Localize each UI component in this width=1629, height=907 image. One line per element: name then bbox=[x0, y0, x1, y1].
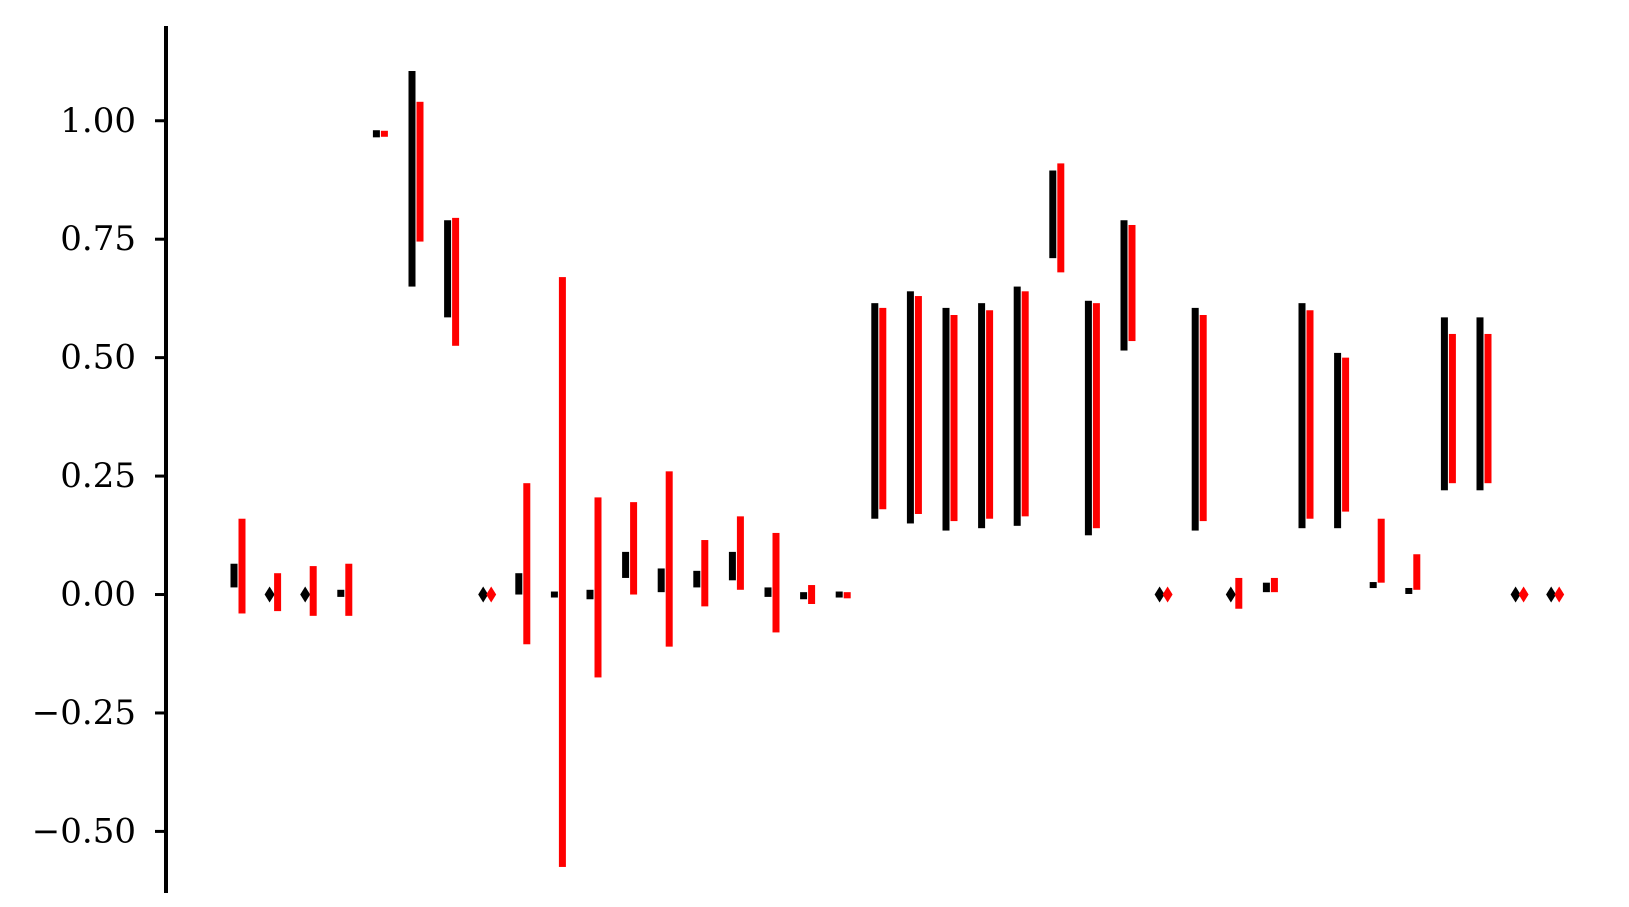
range-bar bbox=[337, 589, 345, 597]
zero-range-marker bbox=[486, 586, 497, 603]
range-bar bbox=[1021, 291, 1029, 517]
range-bar bbox=[1191, 307, 1199, 531]
bars-layer bbox=[230, 71, 1565, 867]
range-bar bbox=[906, 291, 914, 524]
range-bar bbox=[550, 591, 558, 598]
range-bar bbox=[950, 315, 958, 522]
range-bar bbox=[274, 573, 282, 612]
y-axis: −0.50 −0.25 0.00 0.25 0.50 0.75 1.00 bbox=[32, 26, 168, 893]
range-bar bbox=[586, 589, 594, 600]
range-bar bbox=[1057, 163, 1065, 273]
range-bar bbox=[1448, 333, 1456, 484]
range-bar bbox=[1270, 577, 1278, 593]
range-bar bbox=[1413, 554, 1421, 590]
range-bar bbox=[665, 471, 673, 647]
y-tick-label: 0.00 bbox=[60, 575, 136, 615]
zero-range-marker bbox=[1510, 586, 1521, 603]
zero-range-marker bbox=[1225, 586, 1236, 603]
range-bar bbox=[1476, 317, 1484, 491]
zero-range-marker bbox=[1518, 586, 1529, 603]
range-bar bbox=[1484, 333, 1492, 484]
range-bar bbox=[701, 540, 709, 607]
zero-range-marker bbox=[1546, 586, 1557, 603]
range-bar bbox=[728, 551, 736, 581]
range-bar bbox=[622, 551, 630, 578]
y-tick-label: 0.50 bbox=[60, 338, 136, 378]
range-bar bbox=[372, 130, 380, 138]
y-tick-label: 0.25 bbox=[60, 456, 136, 496]
range-bar bbox=[736, 516, 744, 590]
range-bar bbox=[1199, 315, 1207, 522]
range-bar bbox=[800, 592, 808, 600]
range-bar bbox=[345, 563, 353, 616]
range-bar bbox=[1084, 300, 1092, 536]
zero-range-marker bbox=[1554, 586, 1565, 603]
range-bar bbox=[1405, 587, 1413, 594]
range-bar bbox=[871, 303, 879, 519]
zero-range-marker bbox=[1162, 586, 1173, 603]
range-bar bbox=[1092, 303, 1100, 529]
range-bar bbox=[764, 587, 772, 597]
range-bar bbox=[1262, 582, 1270, 593]
range-bar bbox=[408, 71, 416, 287]
range-bar bbox=[772, 532, 780, 633]
range-bar bbox=[657, 568, 665, 593]
range-bar bbox=[523, 483, 531, 645]
range-bar bbox=[808, 585, 816, 604]
range-bar bbox=[380, 130, 388, 137]
zero-range-marker bbox=[478, 586, 489, 603]
range-bar bbox=[835, 591, 843, 598]
range-bar bbox=[1013, 286, 1021, 526]
range-bar bbox=[978, 303, 986, 529]
range-bar bbox=[1377, 518, 1385, 583]
range-bar bbox=[843, 592, 851, 599]
zero-range-marker bbox=[264, 586, 275, 603]
y-tick-label: 1.00 bbox=[60, 101, 136, 141]
range-bar bbox=[444, 220, 452, 318]
range-bar bbox=[238, 518, 246, 614]
y-tick-label: 0.75 bbox=[60, 219, 136, 259]
range-bar bbox=[1306, 310, 1314, 519]
range-bar bbox=[1128, 224, 1136, 342]
range-bar bbox=[1342, 357, 1350, 512]
range-bar bbox=[1334, 352, 1342, 529]
range-bar bbox=[1120, 220, 1128, 351]
range-bar bbox=[452, 217, 460, 346]
range-bar bbox=[693, 570, 701, 588]
range-bar bbox=[594, 497, 602, 678]
zero-range-marker bbox=[300, 586, 311, 603]
range-bar bbox=[309, 566, 317, 616]
y-tick-label: −0.50 bbox=[32, 811, 136, 851]
range-bar bbox=[1369, 582, 1377, 589]
range-bar bbox=[515, 573, 523, 595]
range-bar bbox=[1049, 170, 1057, 259]
range-bar bbox=[914, 296, 922, 514]
range-bar bbox=[230, 563, 238, 588]
range-bar bbox=[879, 307, 887, 510]
range-bar bbox=[630, 502, 638, 595]
range-bar bbox=[558, 277, 566, 867]
y-tick-label: −0.25 bbox=[32, 693, 136, 733]
range-bar bbox=[416, 101, 424, 242]
range-bar bbox=[1298, 303, 1306, 529]
zero-range-marker bbox=[1154, 586, 1165, 603]
range-bar bbox=[942, 307, 950, 531]
range-bar bbox=[1235, 577, 1243, 609]
range-bar bbox=[986, 310, 994, 519]
range-bar bbox=[1440, 317, 1448, 491]
